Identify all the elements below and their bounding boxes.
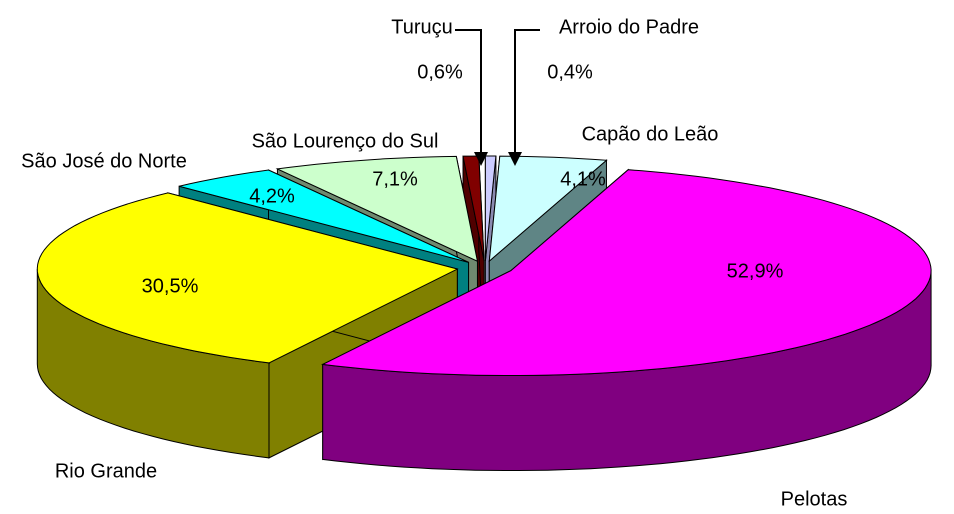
- slice-top: [484, 155, 497, 262]
- slice-top: [36, 192, 459, 364]
- slice-top: [178, 169, 469, 263]
- slice-top: [462, 155, 485, 262]
- category-label: Pelotas: [781, 488, 848, 510]
- category-label: Rio Grande: [55, 460, 157, 482]
- category-label: Capão do Leão: [582, 123, 719, 145]
- category-label: São José do Norte: [21, 150, 187, 172]
- value-label: 4,2%: [249, 185, 295, 207]
- value-label: 52,9%: [727, 260, 784, 282]
- pie: [36, 155, 932, 471]
- category-label: Turuçu: [391, 16, 453, 38]
- value-label: 0,4%: [547, 61, 593, 83]
- leader-line: [514, 29, 540, 158]
- leader-arrow: [474, 152, 488, 166]
- slice-top: [275, 155, 479, 263]
- slice-top: [320, 169, 932, 376]
- leader-arrow: [508, 152, 522, 166]
- category-label: Arroio do Padre: [559, 16, 699, 38]
- value-label: 0,6%: [417, 61, 463, 83]
- slice-top: [488, 155, 608, 263]
- value-label: 4,1%: [560, 168, 606, 190]
- leader-line: [455, 29, 482, 158]
- slice: [320, 168, 932, 471]
- category-label: São Lourenço do Sul: [252, 130, 439, 152]
- value-label: 7,1%: [372, 168, 418, 190]
- value-label: 30,5%: [142, 275, 199, 297]
